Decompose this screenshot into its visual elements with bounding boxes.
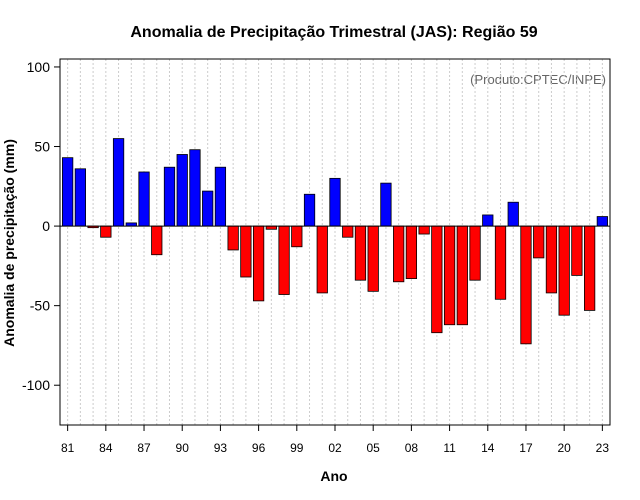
bar-2019 [545, 225, 558, 294]
bar-1982 [74, 168, 86, 227]
bar-1981 [62, 157, 74, 227]
bar-1990 [176, 154, 188, 227]
x-tick-label: 05 [367, 441, 381, 455]
bar-2023 [596, 216, 608, 227]
y-tick-label: 50 [34, 139, 50, 155]
bar-1988 [151, 225, 163, 256]
x-tick-label: 08 [405, 441, 419, 455]
x-axis-label: Ano [320, 468, 347, 484]
chart-title: Anomalia de Precipitação Trimestral (JAS… [130, 24, 537, 41]
bar-1987 [138, 171, 150, 227]
bar-2018 [533, 225, 545, 259]
bar-1993 [214, 166, 227, 227]
bar-2011 [443, 225, 456, 326]
bar-2015 [494, 225, 507, 300]
bar-1995 [240, 225, 252, 278]
bar-2002 [329, 177, 341, 227]
bar-1989 [163, 166, 176, 227]
x-tick-label: 02 [328, 441, 342, 455]
bar-2016 [507, 201, 519, 227]
bar-2005 [367, 225, 379, 292]
x-tick-label: 90 [176, 441, 190, 455]
y-axis: 100 50 0 -50 -100 [22, 59, 60, 393]
y-tick-label: -100 [22, 377, 50, 393]
bar-2021 [571, 225, 583, 276]
y-tick-label: -50 [30, 298, 50, 314]
bar-1998 [278, 225, 290, 295]
x-tick-label: 96 [252, 441, 266, 455]
bar-2004 [354, 225, 367, 281]
bar-1984 [100, 225, 112, 238]
x-tick-label: 17 [519, 441, 533, 455]
bar-1991 [189, 149, 201, 227]
x-tick-label: 23 [596, 441, 610, 455]
bar-2010 [431, 225, 443, 334]
bar-2006 [380, 182, 392, 227]
bar-1992 [202, 190, 214, 227]
bar-2009 [418, 225, 430, 235]
y-tick-label: 0 [42, 218, 50, 234]
bar-2008 [405, 225, 418, 280]
y-tick-label: 100 [27, 59, 51, 75]
bar-2014 [482, 214, 494, 227]
bar-2000 [303, 193, 316, 227]
grid-lines [67, 59, 603, 425]
bar-1985 [112, 138, 125, 227]
credit-note: (Produto:CPTEC/INPE) [470, 72, 606, 87]
x-tick-label: 14 [481, 441, 495, 455]
x-tick-label: 84 [99, 441, 113, 455]
bar-2020 [558, 225, 570, 316]
x-tick-label: 93 [214, 441, 228, 455]
x-tick-label: 87 [137, 441, 151, 455]
x-tick-label: 99 [290, 441, 304, 455]
bar-2001 [316, 225, 328, 294]
x-tick-label: 11 [443, 441, 456, 455]
x-tick-label: 81 [61, 441, 75, 455]
bar-2003 [342, 225, 354, 238]
bar-1996 [252, 225, 265, 302]
bar-2012 [456, 225, 468, 326]
x-tick-label: 20 [557, 441, 571, 455]
bar-2022 [584, 225, 596, 311]
bar-2007 [393, 225, 405, 283]
x-axis: 81 84 87 90 93 96 99 02 05 08 11 14 17 20 23 [61, 425, 609, 455]
bar-2017 [520, 225, 532, 345]
bars [62, 138, 608, 345]
bar-2013 [469, 225, 481, 281]
y-axis-label: Anomalia de precipitação (mm) [1, 139, 17, 347]
bar-1994 [227, 225, 239, 251]
bar-1999 [291, 225, 303, 248]
